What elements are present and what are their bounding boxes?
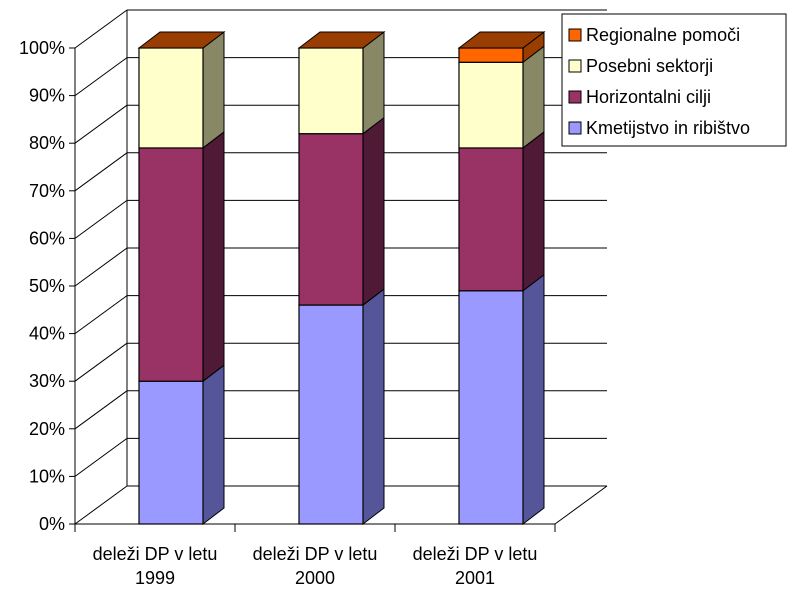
bar-segment-side [522, 45, 545, 149]
y-tick-label: 70% [29, 181, 65, 201]
bar-segment [458, 290, 524, 525]
gridline-side [74, 104, 128, 144]
x-category-label: deleži DP v letu [93, 544, 218, 564]
bar-segment-side [522, 130, 545, 292]
bar-segment [458, 147, 524, 292]
legend: Regionalne pomoči Posebni sektorji Horizon… [561, 13, 787, 147]
floor-right-edge [554, 485, 608, 525]
legend-label: Posebni sektorji [586, 56, 713, 76]
bar-segment-side [202, 130, 225, 383]
y-tick-label: 60% [29, 228, 65, 248]
y-tick-label: 50% [29, 276, 65, 296]
x-category-label: 2000 [295, 568, 335, 588]
legend-box [561, 13, 787, 147]
gridline-side [74, 247, 128, 287]
bar-segment [298, 133, 364, 306]
legend-label: Horizontalni cilji [586, 87, 711, 107]
legend-swatch [568, 121, 582, 135]
legend-swatch [568, 28, 582, 42]
bar-segment [298, 304, 364, 525]
bar-segment [458, 47, 524, 63]
bar-top-cap [457, 31, 546, 49]
gridline-side [74, 437, 128, 477]
bar-segment-side [202, 30, 225, 149]
x-category-label: deleži DP v letu [253, 544, 378, 564]
bar-segment [298, 47, 364, 135]
y-tick-label: 20% [29, 419, 65, 439]
legend-swatch [568, 59, 582, 73]
bar-segment [138, 380, 204, 525]
bar-segment [138, 147, 204, 382]
gridline-side [74, 485, 128, 525]
y-tick-label: 0% [39, 514, 65, 534]
y-tick-label: 30% [29, 371, 65, 391]
bar-top-cap [297, 31, 386, 49]
bar-segment-side [202, 364, 225, 526]
y-tick-label: 10% [29, 466, 65, 486]
legend-swatch [568, 90, 582, 104]
bar-segment-side [362, 30, 385, 135]
gridline-side [74, 390, 128, 430]
gridline-side [74, 342, 128, 382]
legend-label: Regionalne pomoči [586, 25, 740, 45]
legend-label: Kmetijstvo in ribištvo [586, 118, 750, 138]
bar-segment [458, 61, 524, 149]
bar-segment [138, 47, 204, 149]
y-tick-label: 80% [29, 133, 65, 153]
y-axis: 0% 10% 20% 30% 40% 50% 60% 70% 80% 90% 100% [19, 38, 76, 534]
y-tick-label: 40% [29, 324, 65, 344]
x-category-label: 1999 [135, 568, 175, 588]
bar-segment-side [522, 273, 545, 526]
x-category-label: 2001 [455, 568, 495, 588]
gridline-side [74, 295, 128, 335]
x-category-label: deleži DP v letu [413, 544, 538, 564]
x-axis: deleži DP v letu 1999 deleži DP v letu 2000… [74, 524, 556, 588]
y-tick-label: 100% [19, 38, 65, 58]
bar-segment-side [362, 288, 385, 526]
gridline-side [74, 152, 128, 192]
bars [137, 30, 546, 526]
bar-top-cap [137, 31, 226, 49]
bar-segment-side [362, 116, 385, 307]
gridline-side [74, 199, 128, 239]
y-tick-label: 90% [29, 86, 65, 106]
gridline-side [74, 9, 128, 49]
gridline-side [74, 57, 128, 97]
